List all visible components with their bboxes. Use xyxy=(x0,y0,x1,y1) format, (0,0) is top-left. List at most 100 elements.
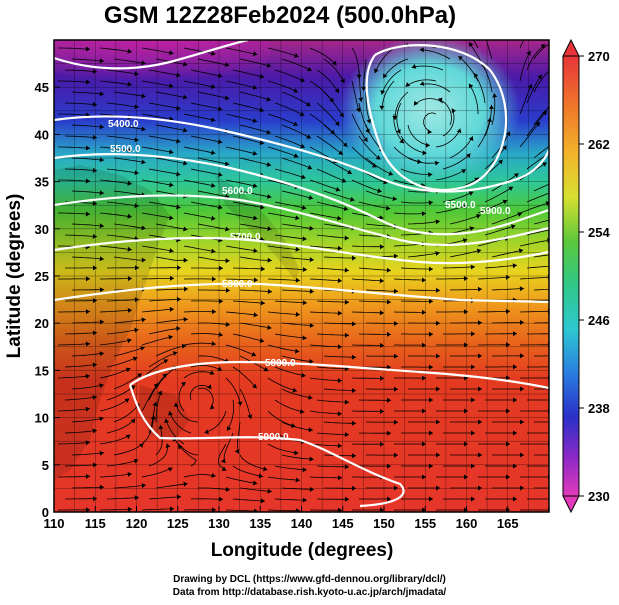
streamline-arrowhead xyxy=(93,265,97,271)
streamline-arrowhead xyxy=(487,117,493,122)
streamline-arrowhead xyxy=(399,138,404,144)
streamline xyxy=(232,102,265,112)
streamline-arrowhead xyxy=(259,140,265,145)
streamline xyxy=(183,146,216,154)
streamline-arrowhead xyxy=(498,159,503,165)
y-tick-label: 20 xyxy=(35,316,49,331)
streamline-arrowhead xyxy=(292,387,297,393)
streamlines xyxy=(57,40,559,512)
streamline xyxy=(225,311,258,316)
streamline xyxy=(519,121,541,148)
streamline-arrowhead xyxy=(379,310,384,316)
streamline xyxy=(64,69,97,73)
streamline xyxy=(533,288,549,291)
asian-continent xyxy=(54,165,170,480)
streamline-arrowhead xyxy=(85,309,90,315)
credit-drawing: Drawing by DCL (https://www.gfd-dennou.o… xyxy=(173,574,446,585)
streamline xyxy=(141,336,173,346)
streamline xyxy=(316,366,349,370)
streamline-arrowhead xyxy=(134,104,139,110)
streamline xyxy=(155,223,188,231)
streamline xyxy=(281,289,315,292)
streamline xyxy=(148,135,181,143)
contour-label: 5800.0 xyxy=(265,358,296,369)
streamline-arrowhead xyxy=(471,430,475,436)
streamline-arrowhead xyxy=(86,507,90,512)
streamline xyxy=(64,429,97,434)
streamline-arrowhead xyxy=(513,430,517,436)
streamline-arrowhead xyxy=(519,286,524,292)
streamline xyxy=(365,91,371,124)
streamline-arrowhead xyxy=(474,177,479,183)
streamline xyxy=(473,40,479,49)
streamline xyxy=(407,124,430,146)
streamline xyxy=(106,357,138,368)
streamline-arrowhead xyxy=(259,338,265,343)
streamline-arrowhead xyxy=(210,117,216,123)
streamline-arrowhead xyxy=(293,153,299,158)
streamline-arrowhead xyxy=(411,63,417,69)
streamline xyxy=(351,80,360,113)
streamline-arrowhead xyxy=(393,253,398,259)
streamline-arrowhead xyxy=(307,164,313,170)
streamline xyxy=(477,199,508,214)
streamline xyxy=(197,58,230,66)
colorbar-bottom-arrow xyxy=(562,495,580,514)
streamline-arrowhead xyxy=(464,441,468,447)
streamline-arrowhead xyxy=(302,300,307,306)
x-tick-label: 160 xyxy=(456,516,478,531)
streamline-arrowhead xyxy=(394,321,398,326)
streamline-arrowhead xyxy=(337,215,342,221)
streamline-arrowhead xyxy=(338,150,343,155)
streamline-arrowhead xyxy=(140,346,145,351)
streamline-arrowhead xyxy=(253,508,258,512)
streamline-arrowhead xyxy=(555,263,559,268)
streamline xyxy=(197,91,230,100)
streamline-arrowhead xyxy=(386,299,391,305)
streamline-arrowhead xyxy=(176,171,181,177)
streamline-arrowhead xyxy=(505,274,510,280)
streamline-arrowhead xyxy=(302,236,307,242)
contour-label: 5900.0 xyxy=(480,206,511,217)
streamline-arrowhead xyxy=(429,364,433,370)
streamline-arrowhead xyxy=(363,137,368,142)
streamline-arrowhead xyxy=(471,496,475,502)
streamline xyxy=(232,333,265,342)
streamline xyxy=(484,186,514,203)
streamline xyxy=(141,415,155,445)
streamline-arrowhead xyxy=(419,47,424,53)
streamline-arrowhead xyxy=(505,308,510,314)
streamline-arrowhead xyxy=(141,60,146,66)
x-tick-label: 110 xyxy=(44,516,65,531)
streamline-arrowhead xyxy=(169,182,174,188)
streamline-arrowhead xyxy=(92,362,97,368)
streamline-arrowhead xyxy=(471,364,475,370)
streamline xyxy=(365,289,399,292)
streamline-arrowhead xyxy=(436,287,440,293)
streamline xyxy=(64,332,98,335)
streamline xyxy=(239,487,272,492)
streamline xyxy=(323,322,357,325)
streamline-arrowhead xyxy=(462,204,467,209)
streamline xyxy=(225,47,258,55)
streamline-arrowhead xyxy=(308,427,313,433)
streamline xyxy=(71,223,104,227)
streamline xyxy=(225,212,258,219)
streamline xyxy=(316,234,349,239)
streamline-arrowhead xyxy=(258,473,263,479)
streamline-arrowhead xyxy=(234,449,240,454)
streamline-arrowhead xyxy=(92,428,97,434)
colorbar-tick-label: 254 xyxy=(588,225,610,240)
y-tick-label: 0 xyxy=(42,505,49,520)
streamline-arrowhead xyxy=(247,414,253,419)
streamline-arrowhead xyxy=(309,225,314,231)
streamline xyxy=(106,418,136,434)
streamline-arrowhead xyxy=(422,474,426,480)
streamline xyxy=(393,113,405,144)
x-tick-label: 150 xyxy=(373,516,395,531)
streamline xyxy=(239,157,272,166)
streamline xyxy=(423,112,437,133)
x-axis: 110 115 120 125 130 135 140 145 150 155 160 165 xyxy=(44,506,519,531)
streamline-arrowhead xyxy=(468,191,474,196)
streamline-arrowhead xyxy=(379,105,385,110)
